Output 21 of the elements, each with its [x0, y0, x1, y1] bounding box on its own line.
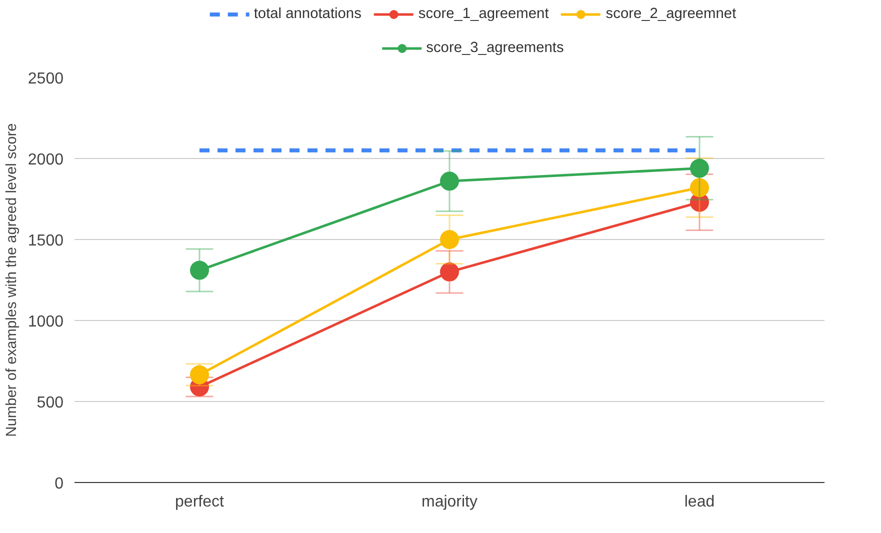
y-tick-label: 2500 [28, 70, 64, 88]
point [190, 365, 209, 384]
point [690, 158, 709, 178]
x-tick-label: lead [684, 494, 715, 510]
legend-label: score_2_agreemnet [606, 6, 736, 22]
point [190, 260, 209, 280]
x-tick-label: perfect [175, 494, 225, 510]
point [690, 178, 709, 198]
point [440, 172, 459, 191]
legend-label: total annotations [254, 6, 362, 22]
point [440, 230, 459, 249]
y-tick-label: 1500 [28, 232, 64, 250]
y-tick-label: 500 [36, 394, 64, 412]
x-tick-label: majority [421, 494, 478, 510]
point [440, 262, 459, 282]
legend-label: score_1_agreement [418, 6, 549, 22]
y-tick-label: 2000 [28, 152, 64, 168]
y-tick-label: 0 [54, 476, 64, 492]
legend-label: score_3_agreements [426, 40, 564, 56]
y-axis-title: Number of examples with the agreed level score [4, 123, 20, 437]
y-tick-label: 1000 [28, 314, 64, 330]
